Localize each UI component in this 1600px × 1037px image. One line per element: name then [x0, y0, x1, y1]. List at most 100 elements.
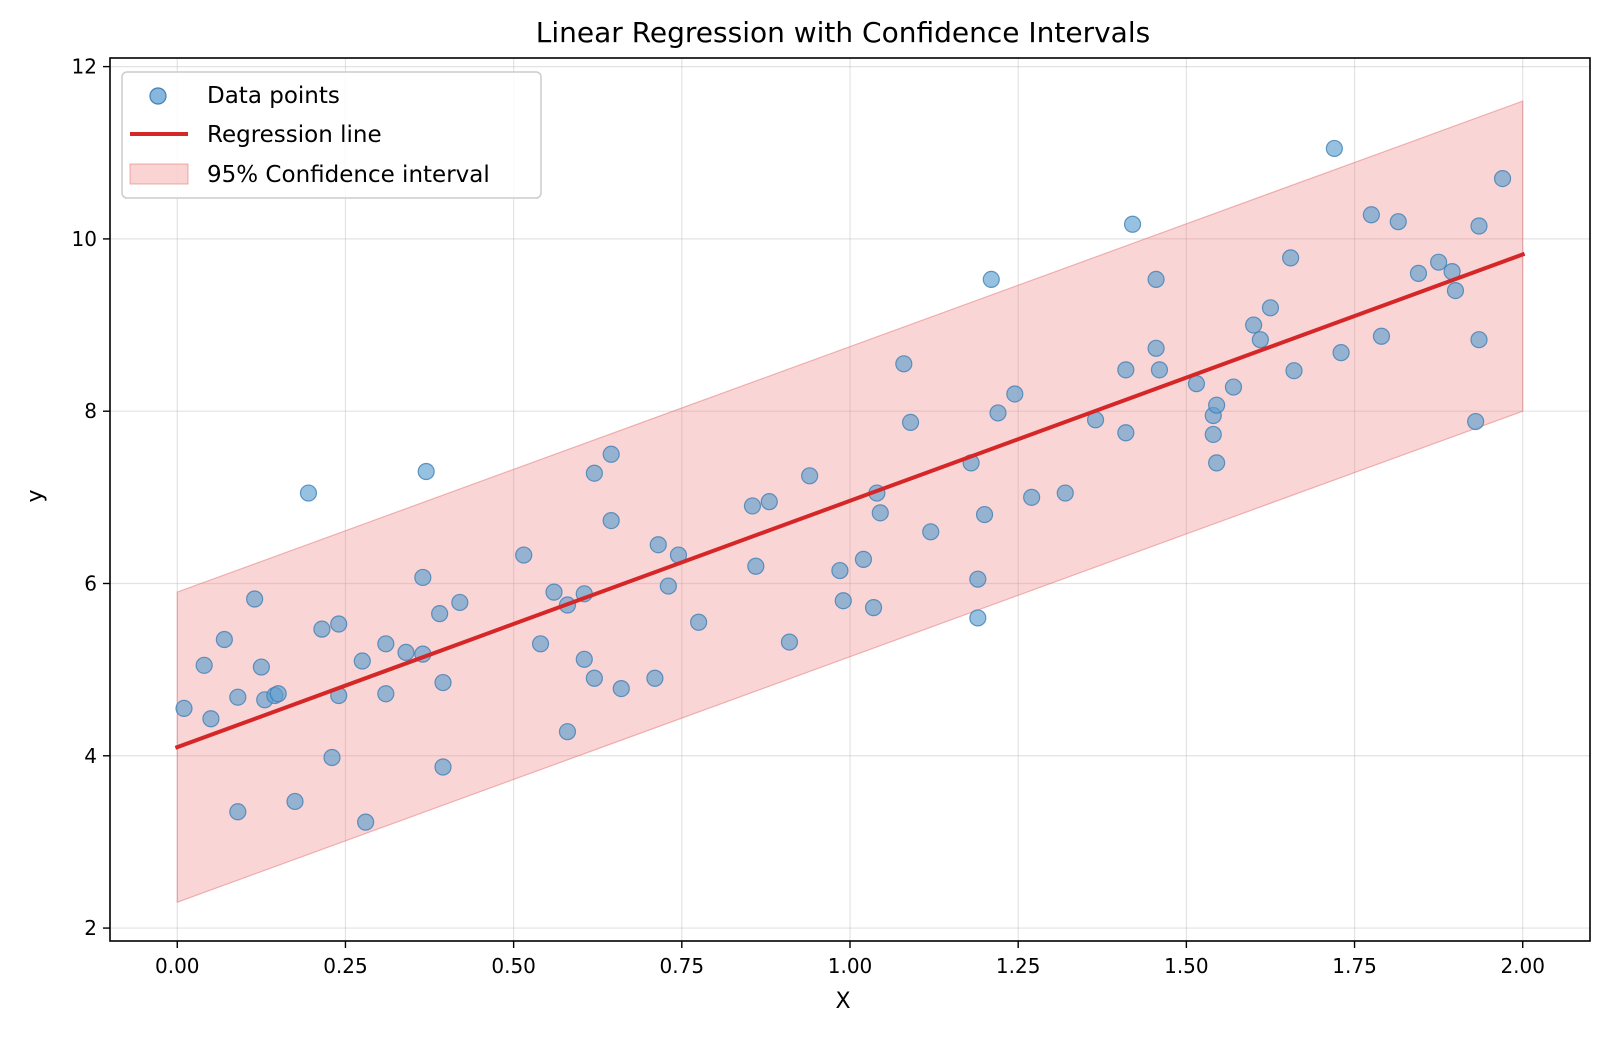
data-point: [585, 669, 603, 687]
y-axis-ticks: 2 4 6 8 10 12: [72, 55, 110, 940]
legend-box: [121, 71, 542, 199]
grid: [110, 58, 1590, 941]
data-point: [417, 462, 435, 481]
data-point: [269, 685, 287, 703]
data-point: [377, 635, 395, 653]
data-point: [1362, 206, 1380, 224]
data-point: [1409, 264, 1428, 282]
legend-band-marker: [129, 163, 189, 185]
data-point: [252, 658, 270, 676]
data-point: [1117, 361, 1135, 379]
data-point: [353, 652, 371, 670]
regression-line: [174, 251, 1526, 750]
x-axis-label: X: [835, 989, 850, 1014]
x-tick-label: 1.50: [1164, 954, 1209, 978]
data-point: [175, 699, 193, 718]
data-point: [195, 656, 213, 674]
data-point: [1150, 361, 1169, 379]
legend-label-confidence-interval: 95% Confidence interval: [207, 162, 490, 188]
data-point: [646, 669, 664, 687]
x-tick-label: 0.50: [491, 954, 536, 978]
x-tick-label: 0.25: [323, 954, 368, 978]
data-point: [612, 679, 630, 698]
data-point: [780, 633, 799, 651]
legend-points-marker: [149, 87, 167, 105]
data-point: [743, 497, 762, 515]
data-point: [215, 630, 233, 649]
x-tick-label: 1.75: [1332, 954, 1377, 978]
data-point: [864, 599, 883, 617]
data-point: [515, 546, 533, 564]
data-point: [229, 803, 247, 821]
data-point: [659, 577, 677, 595]
data-point: [982, 270, 1000, 288]
data-point: [760, 493, 778, 511]
data-point: [1261, 299, 1280, 317]
data-point: [602, 445, 620, 463]
data-point: [545, 583, 563, 601]
y-tick-label: 10: [72, 227, 97, 251]
data-point: [1389, 213, 1407, 231]
data-point: [854, 550, 873, 568]
data-point: [1470, 217, 1488, 235]
data-point: [801, 467, 819, 485]
data-point: [431, 605, 449, 623]
data-point: [323, 748, 341, 767]
data-point: [1123, 215, 1142, 233]
chart-title: Linear Regression with Confidence Interv…: [536, 16, 1150, 49]
data-point: [989, 404, 1007, 422]
y-tick-label: 2: [84, 916, 97, 940]
data-point: [901, 413, 920, 431]
data-point: [1147, 270, 1165, 288]
data-point: [558, 723, 577, 741]
data-point: [969, 570, 987, 588]
x-tick-label: 2.00: [1500, 954, 1545, 978]
y-tick-label: 8: [84, 399, 97, 423]
data-point: [1006, 385, 1024, 403]
data-point: [1282, 249, 1300, 267]
x-axis-ticks: 0.00 0.25 0.50 0.75 1.00 1.25 1.50 1.75 2.00: [155, 941, 1545, 978]
data-point: [969, 609, 987, 627]
data-point: [585, 464, 603, 482]
data-point: [895, 355, 913, 373]
data-point: [1023, 488, 1041, 506]
data-point: [377, 685, 395, 703]
data-point: [871, 504, 889, 522]
data-point: [1245, 316, 1263, 334]
x-tick-label: 1.25: [996, 954, 1041, 978]
data-point: [202, 710, 220, 728]
data-point: [1208, 396, 1226, 414]
regression-line-layer: [174, 251, 1526, 750]
data-point: [451, 593, 469, 612]
data-point: [1470, 331, 1488, 349]
x-tick-label: 0.75: [660, 954, 705, 978]
data-point: [690, 613, 708, 631]
data-point: [747, 557, 765, 575]
y-tick-label: 4: [84, 744, 97, 768]
y-tick-label: 12: [72, 55, 97, 79]
data-point: [313, 620, 331, 638]
data-point: [1224, 378, 1243, 396]
data-point: [649, 536, 667, 554]
legend-label-regression-line: Regression line: [207, 122, 382, 148]
data-point: [414, 568, 432, 587]
data-point: [834, 592, 852, 610]
data-point: [434, 758, 452, 776]
x-tick-label: 1.00: [828, 954, 873, 978]
data-point: [229, 688, 247, 706]
data-point: [434, 673, 452, 692]
data-point: [1285, 362, 1303, 380]
data-point: [1147, 339, 1165, 357]
data-point: [575, 650, 593, 668]
data-point: [831, 561, 849, 580]
data-point: [1117, 424, 1135, 442]
data-point: [330, 615, 348, 633]
data-point: [1251, 331, 1269, 349]
data-point: [246, 590, 264, 608]
data-point: [299, 484, 318, 502]
y-tick-label: 6: [84, 571, 97, 595]
data-point: [1372, 327, 1391, 345]
y-axis-label: y: [23, 489, 48, 502]
data-point: [397, 643, 415, 662]
